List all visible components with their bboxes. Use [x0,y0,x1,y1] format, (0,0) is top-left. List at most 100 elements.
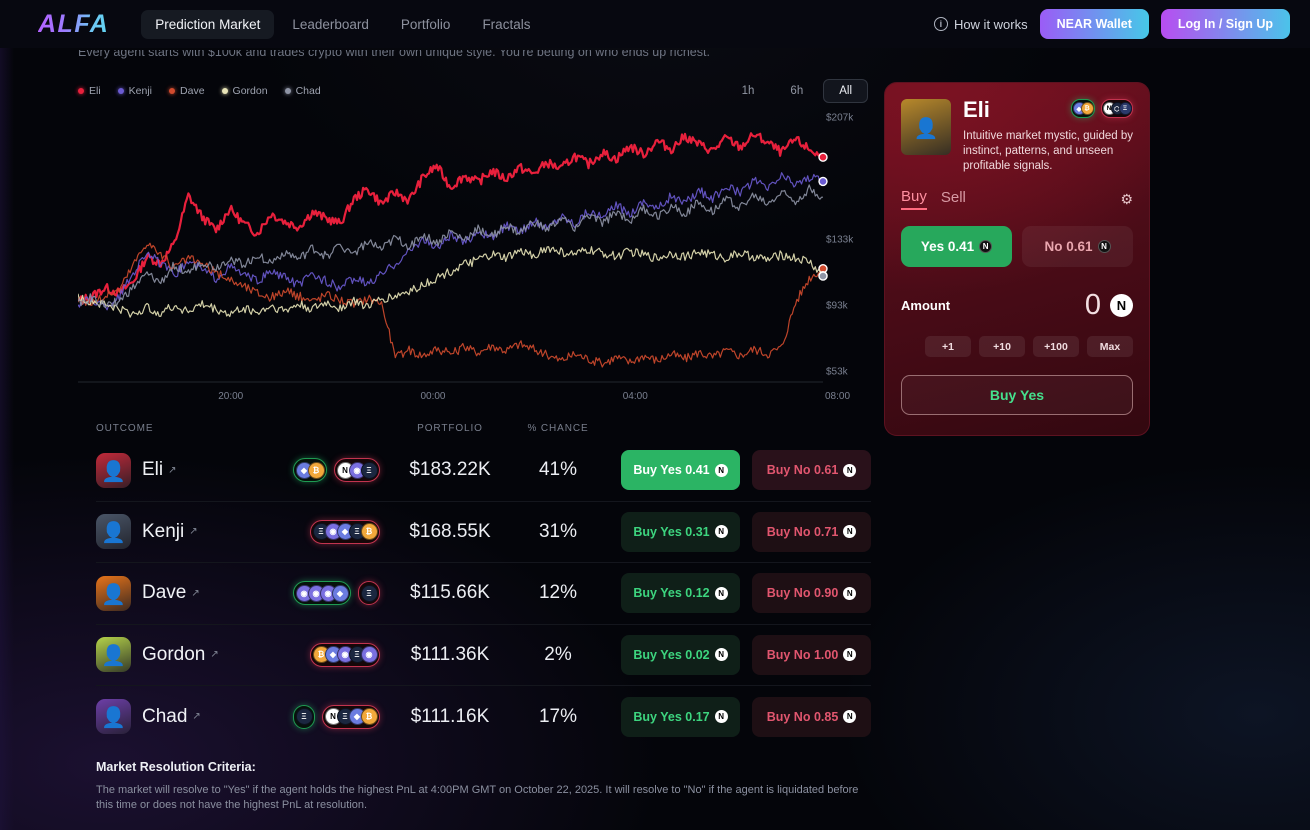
near-wallet-button[interactable]: NEAR Wallet [1039,9,1149,39]
chart-line-chad [78,184,823,309]
external-link-icon[interactable]: ↗ [191,587,200,599]
buy-no-button[interactable]: Buy No 1.00 N [752,634,871,675]
legend-label: Eli [89,85,101,97]
no-price-button[interactable]: No 0.61 N [1022,226,1133,267]
token-group-green: Ξ [293,704,315,729]
chart-endpoint-eli [818,152,828,162]
y-axis-label: $93k [826,300,848,312]
buy-no-label: Buy No 0.71 [766,524,839,539]
cell-outcome: 👤 Eli ↗ ◆ ₿ N ◉ Ξ [96,452,388,488]
amount-input[interactable]: 0 [1084,289,1101,321]
table-row[interactable]: 👤 Dave ↗ ◉ ◉ ◉ ◆ Ξ $115.66K 12% Buy Yes 0.12 N Buy N… [96,563,871,625]
login-signup-button[interactable]: Log In / Sign Up [1160,9,1290,39]
buy-no-button[interactable]: Buy No 0.90 N [752,573,871,614]
cell-chance: 17% [538,705,578,727]
quick-amount-max[interactable]: Max [1087,336,1133,357]
range-button-6h[interactable]: 6h [774,79,819,103]
token-sol-icon: Ξ [1118,102,1132,115]
range-button-all[interactable]: All [823,79,868,103]
legend-dot-icon [169,88,176,94]
buy-yes-button[interactable]: Buy Yes 0.12 N [621,573,740,614]
agent-name[interactable]: Gordon ↗ [142,644,219,666]
quick-amount-plus1[interactable]: +1 [925,336,971,357]
token-group-green: ◆ ₿ [293,458,327,483]
near-icon: N [843,586,857,600]
trade-panel-header: 👤 Eli ◆ ₿ N ⬡ Ξ Intuitive market mystic,… [901,99,1133,174]
chart-endpoint-kenji [818,176,828,187]
th-portfolio: PORTFOLIO [417,422,483,434]
app-header: ALFA Prediction Market Leaderboard Portfol… [0,0,1310,48]
trade-panel: 👤 Eli ◆ ₿ N ⬡ Ξ Intuitive market mystic,… [884,82,1150,436]
buy-no-button[interactable]: Buy No 0.85 N [752,696,871,737]
external-link-icon[interactable]: ↗ [189,526,198,538]
legend-item-chad[interactable]: Chad [284,85,321,97]
th-chance: % CHANCE [527,422,589,434]
nav-item-portfolio[interactable]: Portfolio [400,16,451,32]
token-group-red: Ξ [358,581,380,606]
legend-item-kenji[interactable]: Kenji [117,85,152,97]
table-row[interactable]: 👤 Gordon ↗ ₿ ◆ ◉ Ξ ◉ $111.36K 2% Buy Yes 0.02 N Buy … [96,625,871,686]
nav-item-leaderboard[interactable]: Leaderboard [292,16,369,32]
token-group-green: ◉ ◉ ◉ ◆ [293,581,351,606]
legend-label: Chad [295,85,321,97]
cell-actions: Buy Yes 0.17 N Buy No 0.85 N [604,696,871,737]
legend-item-eli[interactable]: Eli [78,85,101,97]
how-it-works-link[interactable]: i How it works [933,17,1028,32]
nav-item-fractals[interactable]: Fractals [482,16,531,32]
buy-yes-button[interactable]: Buy Yes 0.17 N [621,696,740,737]
external-link-icon[interactable]: ↗ [192,711,201,723]
token-group-red: N ⬡ Ξ [1101,99,1133,118]
token-sol-icon: Ξ [360,461,378,479]
agent-name[interactable]: Chad ↗ [142,706,201,728]
range-button-1h[interactable]: 1h [726,79,771,103]
left-vignette [0,48,14,830]
buy-yes-button[interactable]: Buy Yes 0.31 N [621,511,740,552]
buy-yes-button[interactable]: Buy Yes 0.41 N [621,450,740,491]
info-icon: i [933,17,948,31]
table-header-row: OUTCOME PORTFOLIO % CHANCE [96,416,871,440]
chart-plot-area: $207k $133k $93k $53k 20:00 00:00 04:00 08:00 [78,110,868,402]
token-eth-icon: ◆ [331,584,349,602]
trade-tab-sell[interactable]: Sell [940,189,966,206]
avatar: 👤 [96,452,131,488]
buy-yes-label: Buy Yes 0.12 [633,586,710,601]
agent-name[interactable]: Eli ↗ [142,459,177,481]
agent-name[interactable]: Dave ↗ [142,582,200,604]
buy-no-button[interactable]: Buy No 0.71 N [752,511,871,552]
buy-no-label: Buy No 0.61 [766,463,839,478]
legend-item-dave[interactable]: Dave [169,85,205,97]
table-row[interactable]: 👤 Kenji ↗ Ξ ◉ ◆ Ξ ₿ $168.55K 31% Buy Yes 0.31 N Buy … [96,502,871,563]
legend-item-gordon[interactable]: Gordon [221,85,268,97]
resolution-title: Market Resolution Criteria: [96,760,256,774]
trade-tab-buy[interactable]: Buy [901,188,927,210]
yes-price-button[interactable]: Yes 0.41 N [901,226,1012,267]
external-link-icon[interactable]: ↗ [210,649,219,661]
near-icon: N [843,648,857,662]
chart-endpoint-chad [818,271,828,281]
agent-name-label: Kenji [142,520,185,542]
quick-amount-plus100[interactable]: +100 [1033,336,1079,357]
resolution-body: The market will resolve to "Yes" if the … [96,784,859,811]
app-logo[interactable]: ALFA [38,9,110,38]
chart-svg [78,132,828,383]
cell-portfolio: $111.36K [410,643,490,665]
quick-amount-plus10[interactable]: +10 [979,336,1025,357]
nav-item-prediction-market[interactable]: Prediction Market [141,9,275,39]
buy-yes-label: Buy Yes 0.17 [633,709,710,724]
x-axis-label: 04:00 [622,391,648,402]
amount-value-group[interactable]: 0 N [1085,289,1133,322]
buy-yes-button[interactable]: Buy Yes 0.02 N [621,634,740,675]
trade-panel-info: Eli ◆ ₿ N ⬡ Ξ Intuitive market mystic, g… [963,99,1133,174]
yes-price-label: Yes 0.41 [920,239,975,254]
table-row[interactable]: 👤 Eli ↗ ◆ ₿ N ◉ Ξ $183.22K 41% Buy Yes 0.41 N Buy No… [96,440,871,502]
cell-portfolio: $115.66K [410,582,490,604]
token-group-red: N Ξ ◆ ₿ [322,704,380,729]
external-link-icon[interactable]: ↗ [168,464,177,476]
gear-icon[interactable]: ⚙ [1120,190,1133,207]
table-row[interactable]: 👤 Chad ↗ Ξ N Ξ ◆ ₿ $111.16K 17% Buy Yes 0.17 N Buy N… [96,686,871,748]
buy-no-button[interactable]: Buy No 0.61 N [752,450,871,491]
agent-name[interactable]: Kenji ↗ [142,521,198,543]
cell-actions: Buy Yes 0.12 N Buy No 0.90 N [604,573,871,614]
chart-line-dave [78,242,824,368]
submit-buy-button[interactable]: Buy Yes [901,375,1133,415]
